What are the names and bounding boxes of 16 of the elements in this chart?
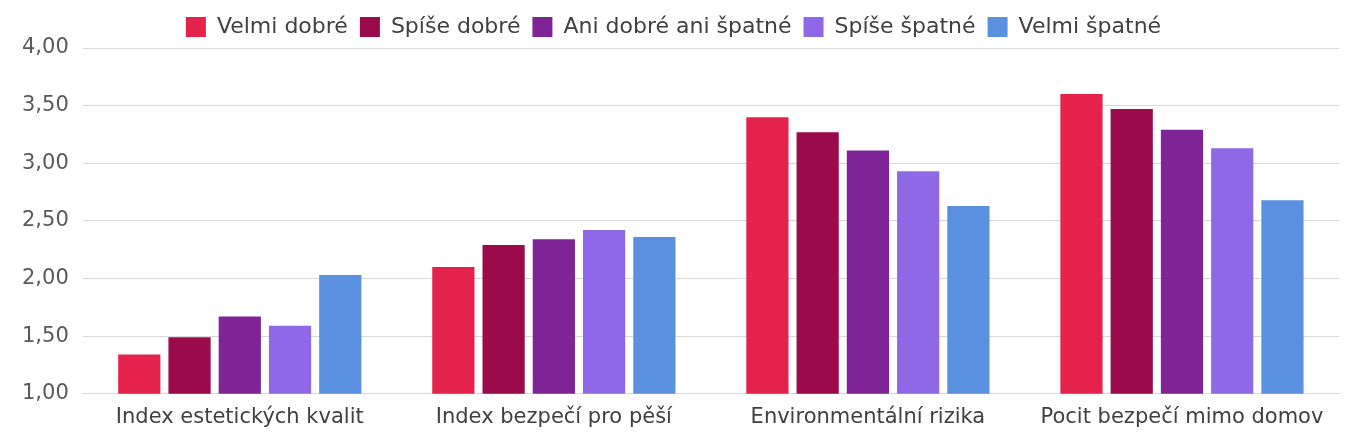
y-tick-label: 4,00	[21, 34, 69, 59]
y-tick-label: 2,00	[21, 264, 69, 289]
x-tick-label: Environmentální rizika	[750, 403, 986, 428]
y-tick-label: 3,00	[21, 149, 69, 174]
legend-label: Ani dobré ani špatné	[563, 12, 792, 38]
y-tick-label: 1,00	[21, 380, 69, 405]
x-tick-label: Pocit bezpečí mimo domov	[1040, 403, 1324, 428]
y-tick-label: 2,50	[21, 207, 69, 232]
legend-label: Velmi dobré	[216, 12, 348, 38]
y-tick-label: 1,50	[21, 322, 69, 347]
x-tick-label: Index estetických kvalit	[115, 403, 364, 428]
legend-label: Velmi špatné	[1018, 12, 1162, 38]
legend-label: Spíše špatné	[834, 12, 976, 38]
y-tick-label: 3,50	[21, 92, 69, 117]
x-tick-label: Index bezpečí pro pěší	[435, 403, 674, 428]
legend-label: Spíše dobré	[390, 12, 521, 38]
